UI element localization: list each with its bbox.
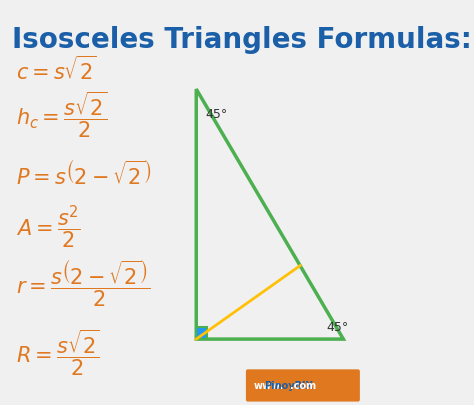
Text: .com: .com	[290, 381, 316, 390]
Text: 45°: 45°	[205, 107, 228, 121]
Text: $c = s\sqrt{2}$: $c = s\sqrt{2}$	[16, 55, 97, 84]
Text: $r = \dfrac{s\left(2 - \sqrt{2}\right)}{2}$: $r = \dfrac{s\left(2 - \sqrt{2}\right)}{…	[16, 257, 151, 309]
Text: www.: www.	[253, 381, 283, 390]
Text: $P = s\left(2 - \sqrt{2}\right)$: $P = s\left(2 - \sqrt{2}\right)$	[16, 160, 152, 189]
Text: PinoyBIX: PinoyBIX	[264, 381, 313, 390]
FancyBboxPatch shape	[246, 369, 360, 402]
Text: 45°: 45°	[327, 321, 349, 334]
Text: $A = \dfrac{s^2}{2}$: $A = \dfrac{s^2}{2}$	[16, 203, 81, 250]
Text: Isosceles Triangles Formulas:: Isosceles Triangles Formulas:	[12, 26, 472, 53]
Bar	[196, 327, 207, 339]
Text: $R = \dfrac{s\sqrt{2}}{2}$: $R = \dfrac{s\sqrt{2}}{2}$	[16, 326, 100, 377]
Text: $h_c = \dfrac{s\sqrt{2}}{2}$: $h_c = \dfrac{s\sqrt{2}}{2}$	[16, 89, 108, 139]
